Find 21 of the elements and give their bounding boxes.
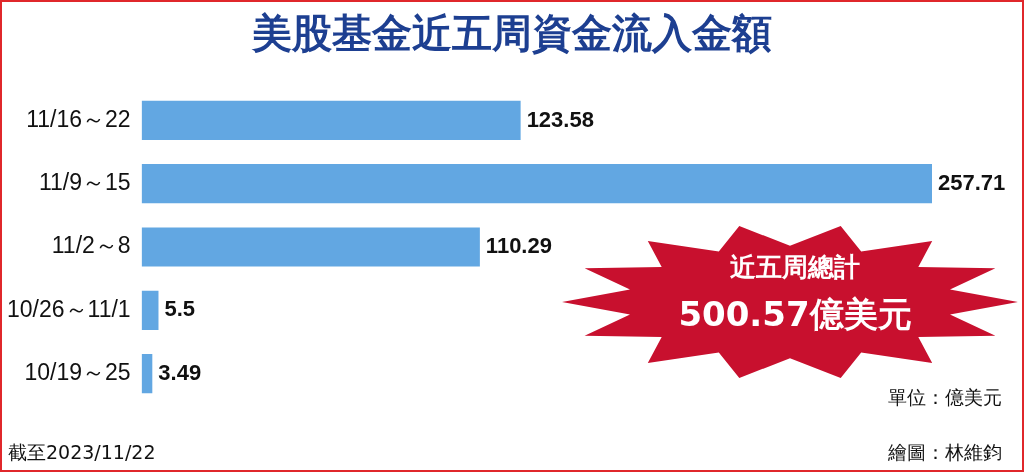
bar xyxy=(141,100,521,141)
data-label: 257.71 xyxy=(938,169,1006,195)
y-tick-label: 11/2～8 xyxy=(51,232,131,259)
text: 截至2023/11/22 xyxy=(8,440,156,465)
data-label: 5.5 xyxy=(164,296,196,322)
chart-title: 美股基金近五周資金流入金額 xyxy=(251,9,773,58)
data-label: 123.58 xyxy=(526,106,594,132)
bar xyxy=(141,353,153,394)
bar xyxy=(141,164,932,204)
bar xyxy=(141,290,159,330)
annotation: 近五周總計 xyxy=(729,251,861,284)
y-tick-label: 10/19～25 xyxy=(24,358,131,385)
annotation: 單位：億美元 xyxy=(888,385,1002,410)
y-tick-label: 11/16～22 xyxy=(26,105,131,132)
bar xyxy=(141,227,480,267)
y-tick-label: 11/9～15 xyxy=(38,169,131,196)
data-label: 110.29 xyxy=(485,233,552,259)
annotation: 500.57億美元 xyxy=(677,293,913,336)
y-tick-label: 10/26～11/1 xyxy=(6,295,131,322)
data-label: 3.49 xyxy=(158,359,202,385)
text: 繪圖：林維鈞 xyxy=(888,440,1002,465)
